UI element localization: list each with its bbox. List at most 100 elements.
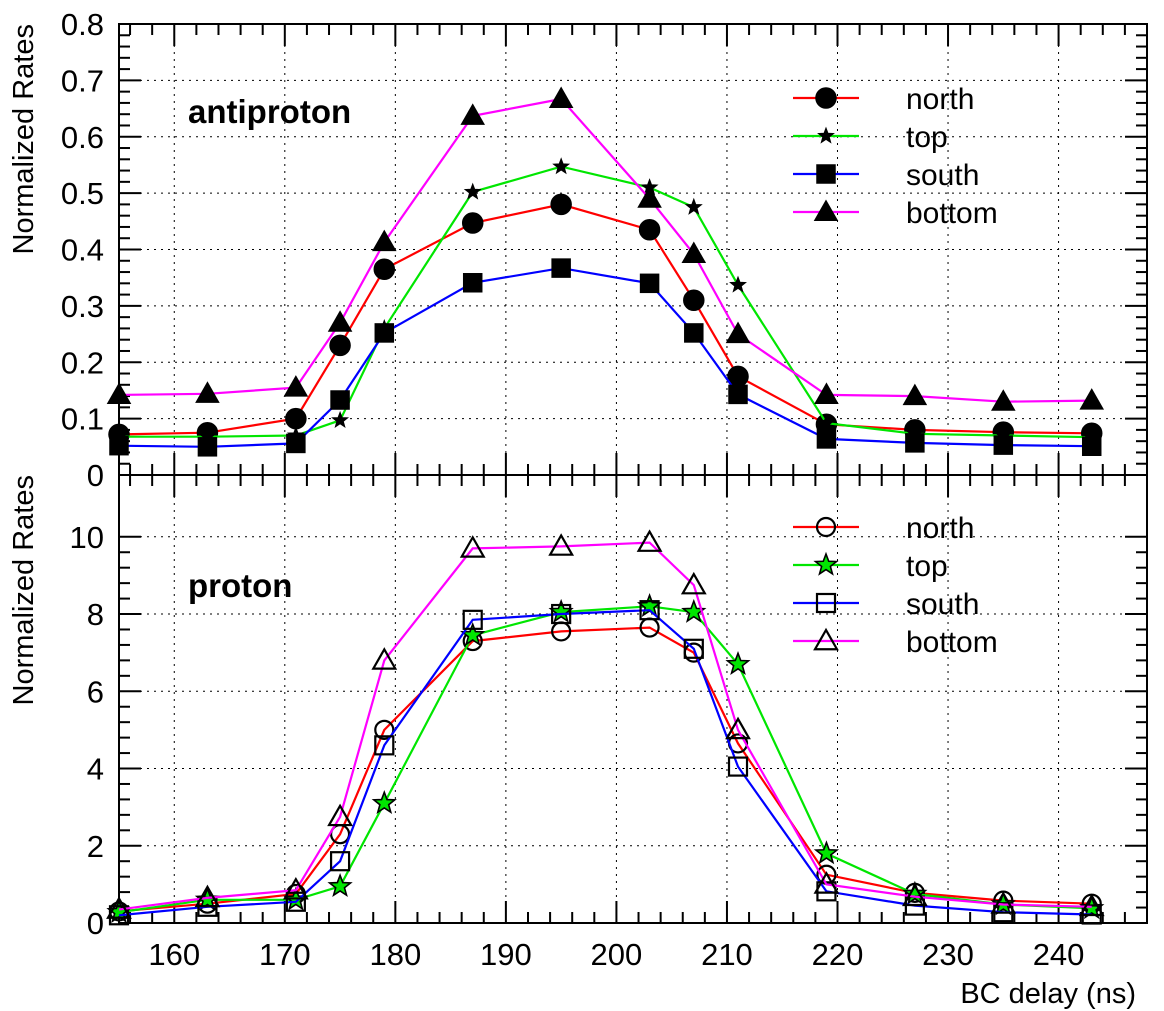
antiproton-north-point <box>373 258 396 280</box>
antiproton-south-point <box>462 273 483 293</box>
proton-series-bottom <box>106 529 1105 919</box>
antiproton-bottom-point <box>460 103 486 125</box>
proton-bottom-point <box>194 884 221 908</box>
antiproton-bottom-point <box>106 382 132 404</box>
antiproton-y-tick-label: 0.8 <box>61 7 104 42</box>
antiproton-y-tick-label: 0.1 <box>61 402 104 437</box>
proton-legend-marker-south <box>815 592 837 614</box>
antiproton-north-point <box>550 193 572 216</box>
proton-bottom-point <box>813 871 840 894</box>
x-tick-label: 200 <box>591 937 643 972</box>
panel-proton: 0 2 4 6 8 10 Normalized Rates proton north top… <box>8 474 1148 941</box>
antiproton-bottom-point <box>991 389 1016 411</box>
proton-north-line <box>118 626 1092 913</box>
antiproton-south-point <box>1081 436 1102 456</box>
antiproton-south-point <box>816 429 837 449</box>
antiproton-series-south <box>109 258 1102 457</box>
x-tick-label: 180 <box>369 937 421 972</box>
proton-y-tick-label: 4 <box>87 752 104 787</box>
antiproton-bottom-point <box>681 241 707 264</box>
x-tick-labels: 160 170 180 190 200 210 220 230 240 <box>148 937 1084 972</box>
proton-y-axis-title: Normalized Rates <box>8 475 40 705</box>
antiproton-bottom-point <box>1079 388 1105 410</box>
antiproton-legend-label-north: north <box>906 83 974 116</box>
proton-frame <box>118 474 1148 924</box>
proton-legend-label-bottom: bottom <box>906 626 998 659</box>
x-tick-label: 240 <box>1033 937 1085 972</box>
antiproton-south-point <box>286 433 306 454</box>
antiproton-legend-label-south: south <box>906 159 979 192</box>
proton-bottom-point <box>680 571 707 595</box>
antiproton-series-top <box>110 157 1101 445</box>
proton-bottom-point <box>548 533 575 556</box>
proton-south-point <box>683 638 704 659</box>
antiproton-south-point <box>330 390 350 410</box>
antiproton-north-line <box>118 203 1092 436</box>
antiproton-south-point <box>109 435 129 456</box>
antiproton-south-point <box>728 384 748 405</box>
antiproton-y-tick-label: 0.5 <box>61 176 104 211</box>
proton-panel-label: proton <box>188 567 292 604</box>
antiproton-series <box>106 86 1105 457</box>
antiproton-series-north <box>108 193 1103 446</box>
proton-legend-marker-bottom <box>813 627 839 651</box>
proton-south-point <box>285 891 306 912</box>
proton-bottom-point <box>901 883 928 907</box>
antiproton-north-point <box>638 219 661 241</box>
proton-y-tick-labels: 0 2 4 6 8 10 <box>70 520 104 941</box>
antiproton-top-point <box>552 157 571 175</box>
antiproton-legend-label-bottom: bottom <box>906 197 998 230</box>
antiproton-legend-marker-top <box>817 126 835 144</box>
proton-ticks <box>119 475 1147 924</box>
antiproton-y-tick-label: 0.7 <box>61 63 104 98</box>
antiproton-legend-label-top: top <box>906 121 948 154</box>
antiproton-bottom-point <box>195 381 220 403</box>
proton-south-point <box>374 735 395 756</box>
antiproton-south-point <box>374 323 395 343</box>
proton-south-point <box>329 851 351 872</box>
antiproton-y-tick-label: 0.3 <box>61 289 104 324</box>
antiproton-y-tick-label: 0 <box>87 458 104 493</box>
proton-y-tick-label: 0 <box>87 906 104 941</box>
antiproton-top-point <box>331 410 350 428</box>
proton-y-tick-label: 6 <box>87 674 104 709</box>
antiproton-y-tick-label: 0.6 <box>61 120 104 155</box>
antiproton-bottom-point <box>548 86 574 108</box>
antiproton-south-point <box>993 435 1014 455</box>
proton-bottom-point <box>327 803 353 827</box>
proton-bottom-point <box>371 647 398 670</box>
proton-top-point <box>548 598 574 623</box>
antiproton-bottom-point <box>327 310 353 332</box>
proton-north-point <box>374 719 395 740</box>
antiproton-north-point <box>461 212 484 234</box>
x-tick-label: 220 <box>812 937 864 972</box>
proton-top-point <box>327 873 353 898</box>
proton-south-point <box>727 756 749 777</box>
proton-bottom-line <box>118 541 1092 911</box>
x-tick-label: 170 <box>259 937 311 972</box>
proton-top-point <box>813 840 840 865</box>
proton-top-point <box>636 593 663 618</box>
proton-bottom-point <box>636 529 663 552</box>
antiproton-legend-marker-north <box>815 87 837 109</box>
proton-bottom-point <box>459 535 486 558</box>
panel-antiproton: 0 0.1 0.2 0.3 0.4 0.5 0.6 0.7 0.8 Normalized Rat… <box>8 7 1148 493</box>
proton-top-point <box>371 789 397 815</box>
proton-series-north <box>108 617 1102 922</box>
antiproton-south-point <box>905 433 925 453</box>
antiproton-south-point <box>639 273 660 294</box>
proton-legend-marker-north <box>815 516 837 538</box>
antiproton-y-axis-title: Normalized Rates <box>8 24 40 254</box>
antiproton-bottom-point <box>814 382 839 404</box>
antiproton-top-point <box>684 197 703 215</box>
proton-bottom-point <box>990 891 1017 914</box>
antiproton-south-point <box>197 437 218 457</box>
antiproton-bottom-point <box>371 229 397 252</box>
antiproton-north-point <box>329 334 351 357</box>
proton-y-tick-label: 10 <box>70 520 104 555</box>
antiproton-legend-marker-bottom <box>813 199 839 221</box>
antiproton-top-point <box>817 413 836 431</box>
antiproton-north-point <box>683 289 705 311</box>
antiproton-south-point <box>684 323 704 343</box>
